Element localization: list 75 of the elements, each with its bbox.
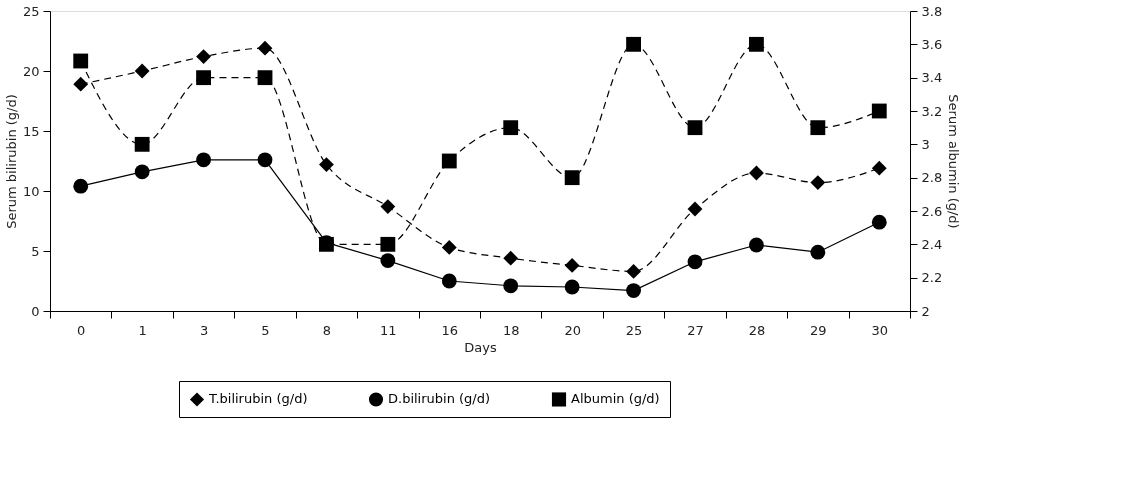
point — [380, 199, 396, 215]
x-tick-label: 27 — [687, 322, 704, 338]
point — [503, 278, 519, 294]
point — [441, 239, 457, 255]
y-tick-label: 10 — [22, 183, 40, 199]
point — [73, 53, 89, 69]
y2-tick-label: 3.8 — [921, 3, 943, 19]
point — [564, 257, 580, 273]
point — [257, 70, 273, 86]
point — [380, 236, 396, 252]
legend-label: T.bilirubin (g/d) — [208, 391, 308, 407]
point — [503, 250, 519, 266]
x-tick-label: 1 — [138, 322, 147, 338]
y2-tick-label: 2.6 — [921, 203, 943, 219]
point — [687, 201, 703, 217]
point — [871, 103, 887, 119]
point — [134, 164, 150, 180]
point — [319, 157, 334, 173]
y2-tick-label: 2 — [921, 303, 930, 319]
point — [749, 36, 764, 52]
y2-tick-label: 3.4 — [921, 70, 943, 86]
point — [134, 136, 150, 152]
x-tick-label: 20 — [564, 322, 581, 338]
point — [196, 70, 211, 86]
x-tick-label: 18 — [502, 322, 520, 338]
y-tick-label: 20 — [22, 63, 40, 79]
x-tick-label: 30 — [871, 322, 889, 338]
legend-label: Albumin (g/d) — [571, 391, 660, 407]
point — [73, 76, 89, 92]
x-tick-label: 3 — [199, 322, 209, 338]
y-tick-label: 25 — [22, 3, 40, 19]
point — [380, 253, 396, 268]
x-axis-title: Days — [464, 339, 497, 355]
point — [73, 178, 89, 194]
point — [626, 283, 641, 298]
y2-tick-label: 3.6 — [921, 36, 943, 52]
point — [810, 175, 826, 191]
point — [257, 152, 273, 168]
point — [810, 244, 826, 260]
y-tick-label: 15 — [22, 123, 40, 139]
y2-tick-label: 3 — [921, 136, 930, 152]
y2-tick-label: 2.2 — [921, 270, 943, 286]
point — [871, 160, 887, 176]
point — [503, 120, 519, 136]
y-axis-title: Serum bilirubin (g/d) — [3, 94, 19, 229]
point — [441, 153, 457, 169]
x-tick-label: 5 — [261, 322, 270, 338]
point — [687, 254, 703, 270]
point — [564, 170, 580, 186]
y-tick-label: 5 — [31, 243, 40, 259]
point — [687, 120, 703, 136]
x-tick-label: 11 — [380, 322, 397, 338]
point — [871, 214, 887, 230]
y2-tick-label: 2.8 — [921, 170, 943, 186]
y2-axis-title: Serum albumin (g/d) — [946, 94, 962, 229]
x-tick-label: 28 — [748, 322, 766, 338]
y2-tick-label: 2.4 — [921, 236, 943, 252]
point — [749, 237, 764, 253]
x-tick-label: 25 — [625, 322, 643, 338]
y-tick-label: 0 — [31, 303, 40, 319]
point — [134, 63, 150, 79]
point — [196, 49, 211, 65]
y2-tick-label: 3.2 — [921, 103, 943, 119]
point — [810, 120, 826, 136]
point — [626, 263, 641, 279]
point — [564, 279, 580, 295]
x-tick-label: 29 — [810, 322, 827, 338]
point — [626, 36, 641, 52]
point — [196, 152, 211, 168]
point — [257, 40, 273, 56]
point — [441, 273, 457, 289]
legend-label: D.bilirubin (g/d) — [388, 391, 491, 407]
x-tick-label: 0 — [77, 322, 86, 338]
x-tick-label: 16 — [441, 322, 459, 338]
x-tick-label: 8 — [322, 322, 332, 338]
